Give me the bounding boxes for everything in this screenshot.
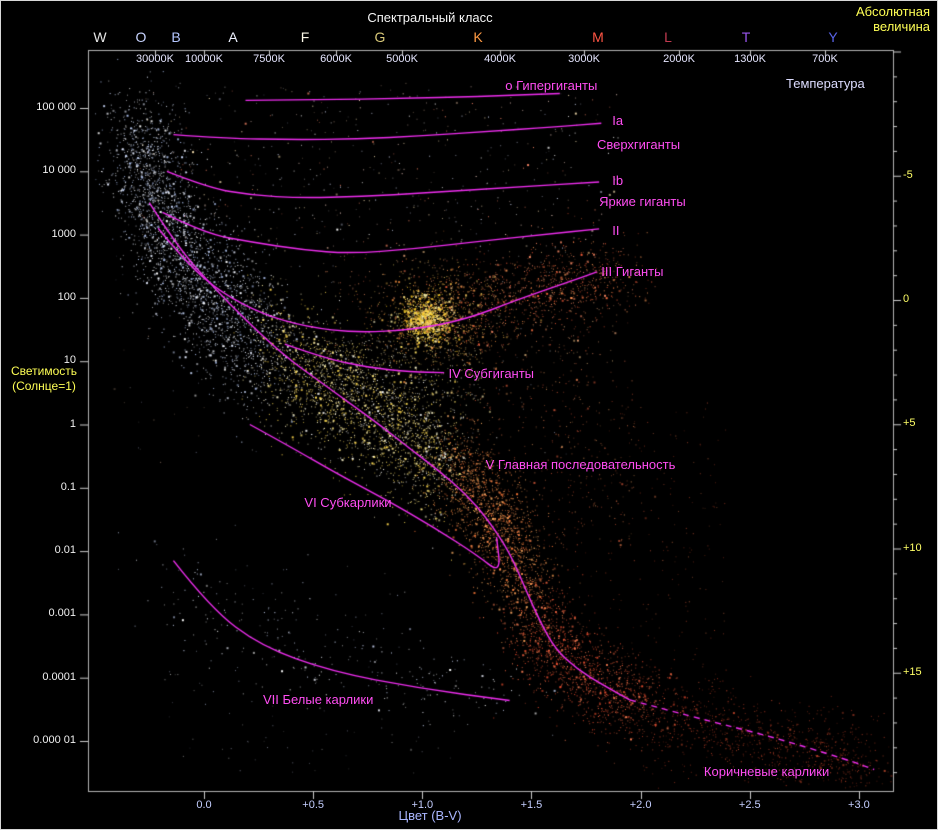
left-axis-tick-label: 10 000 (42, 164, 76, 177)
luminosity-class-label: II (612, 222, 620, 238)
luminosity-class-label: Яркие гиганты (599, 193, 686, 209)
luminosity-class-label: Сверхгиганты (596, 136, 681, 152)
luminosity-class-label: о Гипергиганты (505, 77, 598, 93)
spectral-class-letter: G (374, 29, 386, 45)
spectral-class-letter: K (473, 29, 483, 45)
luminosity-axis-title: Светимость (Солнце=1) (2, 364, 86, 394)
left-axis-tick-label: 1000 (51, 227, 76, 240)
bottom-axis-tick-label: +1.0 (411, 799, 434, 811)
left-axis-tick-label: 100 (57, 290, 76, 303)
luminosity-class-label: Ia (612, 113, 624, 129)
bottom-axis-tick-label: 0.0 (196, 799, 212, 811)
luminosity-class-label: Коричневые карлики (703, 764, 830, 780)
left-axis-tick-label: 1 (69, 417, 76, 430)
luminosity-class-label: VII Белые карлики (262, 691, 374, 707)
left-axis-tick-label: 10 (63, 354, 76, 367)
absolute-magnitude-line1: Абсолютная (855, 4, 930, 19)
luminosity-line2: (Солнце=1) (12, 379, 76, 393)
spectral-class-letter: L (664, 29, 672, 45)
temperature-tick-label: 700K (812, 53, 838, 65)
right-axis-tick-label: +5 (903, 417, 916, 430)
temperature-tick-label: 7500K (253, 53, 285, 65)
temperature-axis-title: Температура (786, 76, 865, 91)
temperature-tick-label: 3000K (568, 53, 600, 65)
luminosity-class-label: V Главная последовательность (485, 457, 676, 472)
spectral-class-letter: Y (828, 29, 838, 45)
temperature-tick-label: 6000K (320, 53, 352, 65)
bottom-axis-tick-label: +0.5 (302, 799, 324, 811)
left-axis-tick-label: 100 000 (36, 101, 76, 113)
luminosity-class-label: VI Субкарлики (304, 494, 392, 510)
left-axis-tick-label: 0.001 (48, 607, 76, 620)
left-axis-tick-label: 0.1 (60, 480, 76, 493)
left-axis-tick-label: 0.000 01 (33, 734, 76, 746)
spectral-class-letter: W (93, 29, 107, 45)
luminosity-class-label: IV Субгиганты (448, 365, 535, 381)
bottom-axis-tick-label: +1.5 (520, 799, 543, 811)
left-axis-tick-label: 0.01 (54, 544, 76, 557)
temperature-tick-label: 1300K (734, 53, 766, 65)
absolute-magnitude-axis-title: Абсолютная величина (856, 4, 930, 34)
temperature-tick-label: 5000K (386, 53, 418, 65)
left-axis-tick-label: 0.0001 (42, 670, 76, 683)
bottom-axis-tick-label: +2.0 (629, 799, 652, 811)
temperature-tick-label: 30000K (136, 53, 174, 65)
right-axis-tick-label: -5 (903, 168, 913, 181)
luminosity-class-label: Ib (612, 172, 624, 188)
absolute-magnitude-line2: величина (873, 19, 930, 34)
right-axis-tick-label: 0 (903, 293, 910, 305)
bottom-axis-tick-label: +3.0 (848, 799, 870, 811)
bottom-axis-tick-label: +2.5 (738, 799, 761, 811)
spectral-class-letter: T (741, 29, 751, 45)
spectral-class-axis-title: Спектральный класс (367, 10, 493, 25)
right-axis-tick-label: +10 (903, 541, 922, 554)
spectral-class-letter: B (171, 29, 181, 45)
temperature-tick-label: 2000K (663, 53, 695, 65)
color-bv-axis-title: Цвет (B-V) (398, 808, 462, 823)
temperature-tick-label: 4000K (484, 53, 516, 65)
temperature-tick-label: 10000K (185, 53, 223, 65)
luminosity-class-label: III Гиганты (601, 263, 664, 279)
right-axis-tick-label: +15 (903, 665, 922, 678)
spectral-class-letter: O (135, 29, 147, 45)
luminosity-line1: Светимость (10, 364, 78, 378)
spectral-class-letter: A (228, 29, 238, 45)
spectral-class-letter: F (300, 29, 310, 45)
spectral-class-letter: M (592, 29, 604, 45)
